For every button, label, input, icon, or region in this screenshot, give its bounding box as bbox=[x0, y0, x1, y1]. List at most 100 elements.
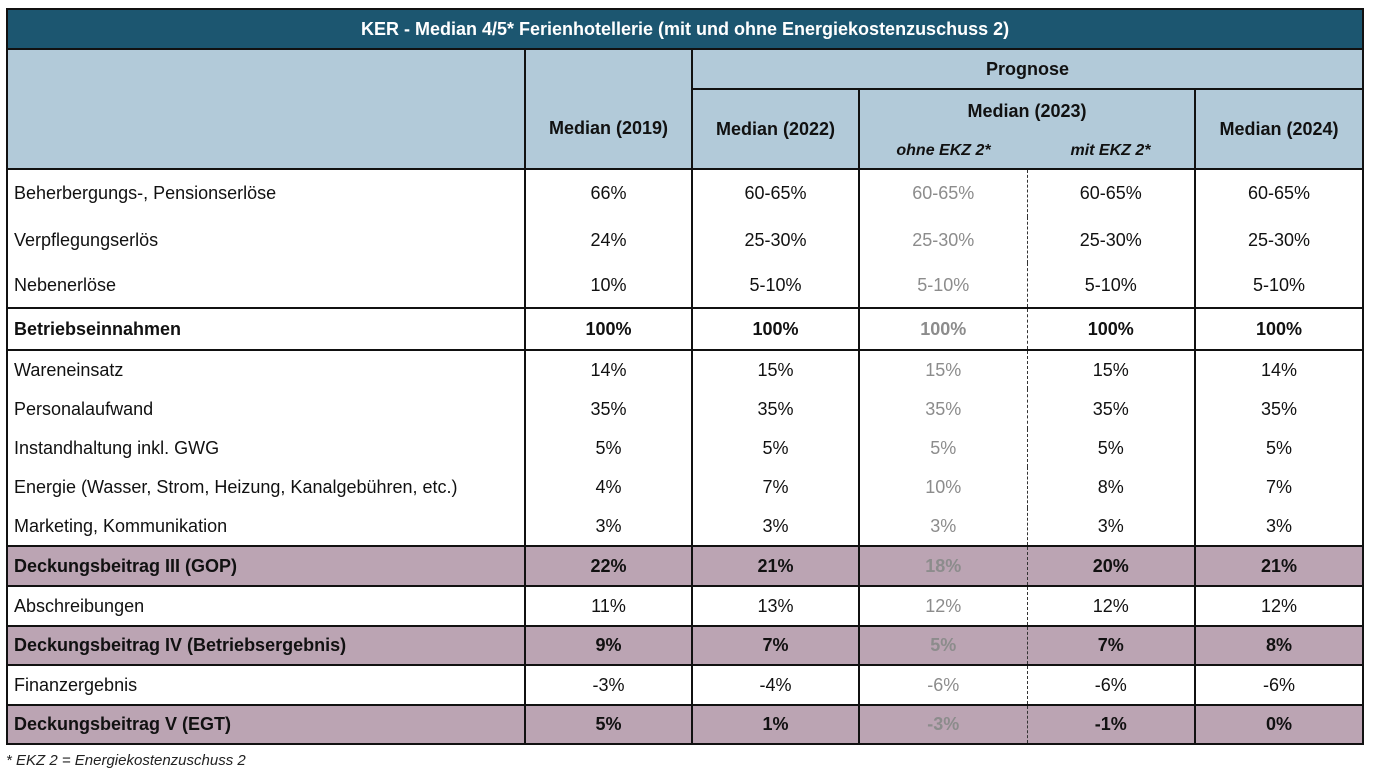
header-median-2022: Median (2022) bbox=[692, 89, 860, 169]
value-2023-mit: 25-30% bbox=[1026, 217, 1196, 263]
value-2024: 5-10% bbox=[1195, 263, 1365, 308]
value-2019: 66% bbox=[525, 168, 693, 217]
header-prognose: Prognose bbox=[692, 49, 1365, 90]
value-2024: 0% bbox=[1195, 704, 1365, 745]
value-2019: 14% bbox=[525, 349, 693, 389]
value-2022: 1% bbox=[692, 704, 860, 745]
value-2022: 7% bbox=[692, 467, 860, 508]
value-2023-ohne: 5-10% bbox=[917, 274, 970, 295]
value-2019: 100% bbox=[525, 307, 693, 350]
value-2019: 24% bbox=[525, 217, 693, 263]
value-2022: -4% bbox=[692, 664, 860, 705]
value-2024: 3% bbox=[1195, 508, 1365, 546]
value-2024: 8% bbox=[1195, 625, 1365, 665]
value-2024: 100% bbox=[1195, 307, 1365, 350]
header-median-2019: Median (2019) bbox=[525, 89, 693, 169]
value-2024: 5% bbox=[1195, 429, 1365, 467]
value-2023-ohne: 35% bbox=[925, 398, 962, 419]
value-2023-ohne: 3% bbox=[930, 516, 957, 536]
value-2023-ohne: 100% bbox=[859, 307, 1027, 350]
value-2023-ohne: -6% bbox=[859, 664, 1027, 705]
value-2022: 7% bbox=[692, 625, 860, 665]
table-row: Verpflegungserlös 24% 25-30% 25-30% 25-30% 25… bbox=[6, 217, 1365, 263]
footnote: * EKZ 2 = Energiekostenzuschuss 2 bbox=[6, 752, 246, 769]
value-2023-mit: -1% bbox=[1026, 704, 1196, 745]
value-2023-ohne: 10% bbox=[925, 477, 962, 497]
value-2023-mit: 7% bbox=[1026, 625, 1196, 665]
value-2019: 35% bbox=[525, 389, 693, 429]
header-ohne-ekz: ohne EKZ 2* bbox=[859, 133, 1027, 169]
header-blank-2019 bbox=[525, 49, 693, 89]
value-2023-ohne: 60-65% bbox=[859, 168, 1027, 217]
header-median-2023: Median (2023) bbox=[859, 89, 1196, 133]
row-label: Beherbergungs-, Pensionserlöse bbox=[6, 168, 526, 217]
row-label: Betriebseinnahmen bbox=[6, 307, 526, 350]
value-2023-mit: 20% bbox=[1026, 545, 1196, 586]
value-2023-mit: 5% bbox=[1026, 429, 1196, 467]
row-label: Personalaufwand bbox=[6, 389, 526, 429]
row-label: Abschreibungen bbox=[6, 585, 526, 626]
header-row-prognose: Prognose bbox=[6, 49, 1365, 169]
value-2022: 15% bbox=[692, 349, 860, 389]
value-2023-ohne: 5% bbox=[859, 625, 1027, 665]
value-2023-mit: 15% bbox=[1026, 349, 1196, 389]
value-2023-ohne: 5% bbox=[930, 437, 957, 458]
table-row: Energie (Wasser, Strom, Heizung, Kanalge… bbox=[6, 467, 1365, 508]
value-2019: -3% bbox=[525, 664, 693, 705]
value-2024: 12% bbox=[1195, 585, 1365, 626]
value-2022: 60-65% bbox=[692, 168, 860, 217]
row-label: Finanzergebnis bbox=[6, 664, 526, 705]
row-label: Wareneinsatz bbox=[6, 349, 526, 389]
value-2024: 35% bbox=[1195, 389, 1365, 429]
value-2023-ohne: 25-30% bbox=[912, 229, 975, 250]
value-2022: 25-30% bbox=[692, 217, 860, 263]
row-label: Marketing, Kommunikation bbox=[6, 508, 526, 546]
value-2022: 100% bbox=[692, 307, 860, 350]
table-row: Marketing, Kommunikation 3% 3% 3% 3% 3% bbox=[6, 508, 1365, 546]
value-2022: 21% bbox=[692, 545, 860, 586]
value-2022: 3% bbox=[692, 508, 860, 546]
ker-table: KER - Median 4/5* Ferienhotellerie (mit … bbox=[5, 8, 1365, 745]
header-median-2024: Median (2024) bbox=[1195, 89, 1365, 169]
table-title: KER - Median 4/5* Ferienhotellerie (mit … bbox=[5, 8, 1365, 50]
value-2019: 11% bbox=[525, 585, 693, 626]
table-title-row: KER - Median 4/5* Ferienhotellerie (mit … bbox=[5, 8, 1365, 50]
value-2022: 35% bbox=[692, 389, 860, 429]
row-label: Deckungsbeitrag III (GOP) bbox=[6, 545, 526, 586]
table-row: Nebenerlöse 10% 5-10% 5-10% 5-10% 5-10% bbox=[6, 263, 1365, 308]
table-row: Deckungsbeitrag III (GOP) 22% 21% 18% 20% 21% bbox=[6, 545, 1365, 586]
value-2024: 25-30% bbox=[1195, 217, 1365, 263]
value-2023-mit: 3% bbox=[1026, 508, 1196, 546]
table-row: Personalaufwand 35% 35% 35% 35% 35% bbox=[6, 389, 1365, 429]
value-2019: 9% bbox=[525, 625, 693, 665]
table-row: Instandhaltung inkl. GWG 5% 5% 5% 5% 5% bbox=[6, 429, 1365, 467]
table-row: Beherbergungs-, Pensionserlöse 66% 60-65% 6… bbox=[6, 168, 1365, 217]
table-row: Deckungsbeitrag IV (Betriebsergebnis) 9% 7… bbox=[6, 625, 1365, 665]
value-2024: -6% bbox=[1195, 664, 1365, 705]
header-mit-ekz: mit EKZ 2* bbox=[1027, 133, 1196, 169]
value-2023-mit: 100% bbox=[1026, 307, 1196, 350]
value-2023-ohne: -3% bbox=[859, 704, 1027, 745]
row-label: Instandhaltung inkl. GWG bbox=[6, 429, 526, 467]
value-2022: 5% bbox=[692, 429, 860, 467]
value-2023-ohne: 12% bbox=[859, 585, 1027, 626]
value-2019: 5% bbox=[525, 429, 693, 467]
value-2023-mit: -6% bbox=[1026, 664, 1196, 705]
row-label: Deckungsbeitrag IV (Betriebsergebnis) bbox=[6, 625, 526, 665]
value-2024: 7% bbox=[1195, 467, 1365, 508]
table-row: Deckungsbeitrag V (EGT) 5% 1% -3% -1% 0% bbox=[6, 704, 1365, 745]
value-2024: 21% bbox=[1195, 545, 1365, 586]
ker-table-container: KER - Median 4/5* Ferienhotellerie (mit … bbox=[5, 8, 1365, 745]
value-2023-mit: 8% bbox=[1026, 467, 1196, 508]
value-2019: 3% bbox=[525, 508, 693, 546]
table-row: Betriebseinnahmen 100% 100% 100% 100% 100% bbox=[6, 307, 1365, 350]
row-label: Deckungsbeitrag V (EGT) bbox=[6, 704, 526, 745]
row-label: Verpflegungserlös bbox=[6, 217, 526, 263]
value-2019: 4% bbox=[525, 467, 693, 508]
value-2019: 5% bbox=[525, 704, 693, 745]
table-body: Beherbergungs-, Pensionserlöse 66% 60-65% 6… bbox=[6, 168, 1365, 745]
value-2022: 13% bbox=[692, 585, 860, 626]
value-2019: 22% bbox=[525, 545, 693, 586]
header-label-cell bbox=[6, 49, 526, 169]
row-label: Nebenerlöse bbox=[6, 263, 526, 308]
